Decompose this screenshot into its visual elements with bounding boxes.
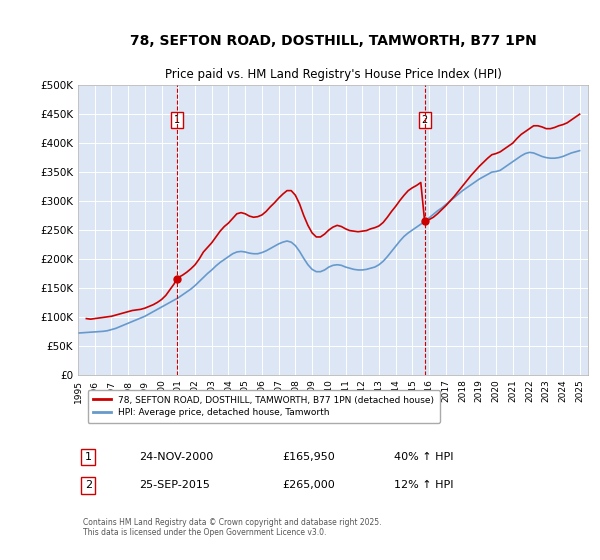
Text: 2: 2 [422, 115, 428, 125]
Text: 1: 1 [173, 115, 180, 125]
Text: 78, SEFTON ROAD, DOSTHILL, TAMWORTH, B77 1PN: 78, SEFTON ROAD, DOSTHILL, TAMWORTH, B77… [130, 34, 536, 48]
Text: 12% ↑ HPI: 12% ↑ HPI [394, 480, 454, 491]
Text: 1: 1 [85, 452, 92, 462]
Text: £165,950: £165,950 [282, 452, 335, 462]
Text: 24-NOV-2000: 24-NOV-2000 [139, 452, 214, 462]
Text: Price paid vs. HM Land Registry's House Price Index (HPI): Price paid vs. HM Land Registry's House … [164, 68, 502, 81]
Legend: 78, SEFTON ROAD, DOSTHILL, TAMWORTH, B77 1PN (detached house), HPI: Average pric: 78, SEFTON ROAD, DOSTHILL, TAMWORTH, B77… [88, 390, 440, 423]
Text: 2: 2 [85, 480, 92, 491]
Text: 40% ↑ HPI: 40% ↑ HPI [394, 452, 454, 462]
Text: 25-SEP-2015: 25-SEP-2015 [139, 480, 210, 491]
Text: Contains HM Land Registry data © Crown copyright and database right 2025.
This d: Contains HM Land Registry data © Crown c… [83, 517, 382, 537]
Text: £265,000: £265,000 [282, 480, 335, 491]
